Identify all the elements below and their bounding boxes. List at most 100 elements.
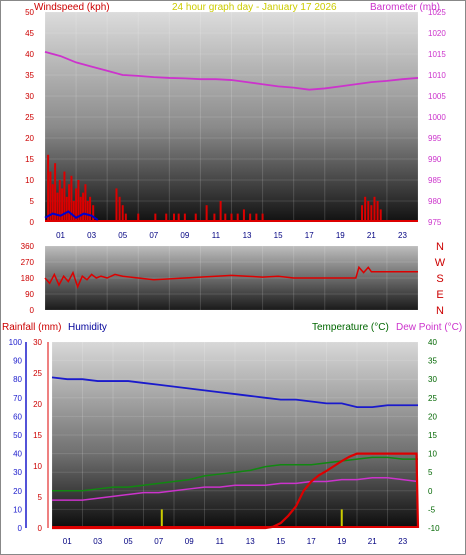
wind-bar (58, 180, 61, 222)
barometer-axis-title: Barometer (mb) (370, 2, 440, 13)
rain-y-tick: 30 (33, 338, 42, 347)
hour-tick-label: 15 (274, 231, 283, 240)
rain-rate-bar (160, 509, 163, 528)
wind-bar (49, 171, 52, 222)
wind-bar (77, 180, 80, 222)
compass-label: W (435, 257, 446, 269)
wind-bar (154, 213, 157, 222)
wind-bar (47, 154, 50, 222)
wind-bar (65, 196, 68, 222)
chart-title: 24 hour graph day - January 17 2026 (172, 2, 337, 13)
wind-bar (115, 188, 118, 222)
temperature-y-tick: 25 (428, 394, 437, 403)
direction-y-tick: 270 (21, 258, 35, 267)
barometer-y-tick: 1005 (428, 92, 446, 101)
temperature-y-tick: 0 (428, 487, 433, 496)
rainfall-line (52, 452, 420, 530)
hour-tick-label: 17 (307, 537, 316, 546)
wind-bar (137, 213, 140, 222)
rain-y-tick: 0 (38, 524, 43, 533)
humidity-y-tick: 0 (18, 524, 23, 533)
hour-tick-label: 09 (185, 537, 194, 546)
wind-bar (84, 184, 87, 222)
hour-tick-label: 05 (118, 231, 127, 240)
wind-y-tick: 20 (25, 134, 34, 143)
barometer-y-tick: 990 (428, 155, 442, 164)
hour-tick-label: 03 (87, 231, 96, 240)
wind-y-tick: 0 (30, 218, 35, 227)
rainfall-axis-title: Rainfall (mm) (2, 322, 61, 333)
humidity-y-tick: 60 (13, 412, 22, 421)
humidity-y-tick: 90 (13, 357, 22, 366)
hour-tick-label: 21 (367, 231, 376, 240)
temperature-y-tick: 15 (428, 431, 437, 440)
wind-y-tick: 10 (25, 176, 34, 185)
wind-bar (224, 213, 227, 222)
hour-tick-label: 11 (216, 537, 225, 546)
gust-line (44, 210, 99, 221)
wind-bar (261, 213, 264, 222)
humidity-y-tick: 100 (9, 338, 23, 347)
humidity-line (51, 376, 418, 409)
barometer-y-tick: 980 (428, 197, 442, 206)
wind-bar (51, 184, 54, 222)
hour-tick-label: 07 (154, 537, 163, 546)
barometer-y-tick: 1025 (428, 8, 446, 17)
rain-y-tick: 25 (33, 369, 42, 378)
rain-y-tick: 10 (33, 462, 42, 471)
humidity-y-tick: 30 (13, 468, 22, 477)
wind-bar (361, 205, 364, 222)
wind-bar (236, 213, 239, 222)
hour-tick-label: 11 (212, 231, 221, 240)
rain-y-tick: 15 (33, 431, 42, 440)
temperature-axis-title: Temperature (°C) (312, 322, 389, 333)
barometer-y-tick: 1000 (428, 113, 446, 122)
wind-bar (249, 213, 252, 222)
compass-label: N (436, 241, 444, 253)
humidity-y-tick: 80 (13, 375, 22, 384)
wind-bar (255, 213, 258, 222)
hour-tick-label: 05 (124, 537, 133, 546)
hour-tick-label: 01 (56, 231, 65, 240)
humidity-axis-title: Humidity (68, 322, 107, 333)
wind-y-tick: 50 (25, 8, 34, 17)
wind-y-tick: 5 (30, 197, 35, 206)
wind-bar (379, 209, 382, 222)
wind-bar (79, 196, 82, 222)
direction-y-tick: 180 (21, 274, 35, 283)
wind-bar (205, 205, 208, 222)
wind-bar (63, 171, 66, 222)
wind-panel-bg (45, 12, 418, 222)
rain-rate-bar (340, 509, 343, 528)
barometer-y-tick: 975 (428, 218, 442, 227)
temperature-line (52, 456, 418, 492)
wind-y-tick: 40 (25, 50, 34, 59)
barometer-y-tick: 1010 (428, 71, 446, 80)
dewpoint-axis-title: Dew Point (°C) (396, 322, 462, 333)
wind-bar (172, 213, 175, 222)
hour-tick-label: 13 (243, 231, 252, 240)
wind-y-tick: 30 (25, 92, 34, 101)
compass-label: E (436, 289, 443, 301)
wind-bar (75, 188, 78, 222)
humidity-y-tick: 70 (13, 394, 22, 403)
wind-bar (183, 213, 186, 222)
wind-bar (364, 196, 367, 222)
wind-bar (121, 205, 124, 222)
dewpoint-line (52, 477, 419, 501)
temperature-y-tick: 5 (428, 468, 433, 477)
temperature-y-tick: 40 (428, 338, 437, 347)
barometer-y-tick: 1015 (428, 50, 446, 59)
wind-bar (82, 192, 85, 222)
barometer-line (44, 51, 419, 91)
wind-y-tick: 15 (25, 155, 34, 164)
compass-label: N (436, 305, 444, 317)
humidity-y-tick: 10 (13, 505, 22, 514)
chart-marks (44, 51, 420, 530)
wind-y-tick: 35 (25, 71, 34, 80)
hour-tick-label: 07 (149, 231, 158, 240)
wind-bar (124, 213, 127, 222)
wind-bar (213, 213, 216, 222)
